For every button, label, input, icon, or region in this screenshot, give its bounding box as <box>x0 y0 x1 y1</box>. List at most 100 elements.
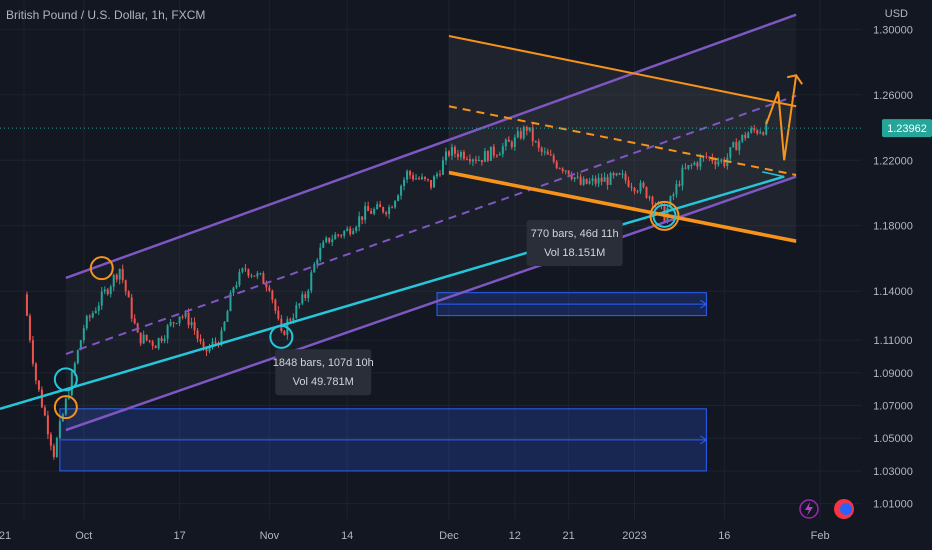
candle-body <box>636 191 639 193</box>
candle-body <box>205 346 208 352</box>
candle-body <box>319 247 322 260</box>
candle-body <box>531 127 534 142</box>
x-tick-label-3: Nov <box>260 530 280 542</box>
candle-body <box>534 141 537 143</box>
time-axis-bg <box>0 520 932 550</box>
candle-body <box>403 179 406 186</box>
range-label-bars-0: 1848 bars, 107d 10h <box>273 357 374 369</box>
candle-body <box>25 294 28 316</box>
candle-body <box>28 315 31 341</box>
candle-body <box>687 165 690 169</box>
y-tick-label-4: 1.14000 <box>873 286 913 298</box>
candle-body <box>720 159 723 162</box>
candle-body <box>244 268 247 270</box>
flag-badge-icon-inner <box>840 503 852 515</box>
candle-body <box>388 207 391 215</box>
candle-body <box>157 338 160 349</box>
candle-body <box>642 182 645 188</box>
candle-body <box>648 196 651 198</box>
y-tick-label-3: 1.18000 <box>873 221 913 233</box>
candle-body <box>34 363 37 381</box>
lightning-icon <box>799 499 819 519</box>
candle-body <box>361 216 364 220</box>
candle-body <box>669 196 672 208</box>
candle-body <box>181 316 184 318</box>
candle-body <box>400 185 403 196</box>
candle-body <box>609 173 612 185</box>
candle-body <box>256 273 259 277</box>
candle-body <box>747 132 750 139</box>
candle-body <box>615 173 618 176</box>
candle-body <box>196 330 199 339</box>
candle-body <box>444 151 447 161</box>
candle-body <box>723 159 726 167</box>
channel-upper <box>65 13 797 280</box>
candle-body <box>112 274 115 287</box>
candle-body <box>732 142 735 148</box>
candle-body <box>729 147 732 158</box>
range-label-vol-0: Vol 49.781M <box>293 376 354 388</box>
candle-body <box>741 134 744 142</box>
highlight-circle-2 <box>53 367 78 392</box>
trend-arrowhead <box>762 171 785 184</box>
candle-body <box>543 151 546 153</box>
candle-body <box>370 211 373 214</box>
highlight-circle-1 <box>53 395 78 420</box>
candle-body <box>259 273 262 275</box>
candle-body <box>546 151 549 155</box>
candle-body <box>109 286 112 295</box>
candle-body <box>471 159 474 162</box>
candle-body <box>382 207 385 213</box>
candle-body <box>340 235 343 237</box>
candle-body <box>708 156 711 158</box>
range-label-vol-1: Vol 18.151M <box>544 247 605 259</box>
symbol-title[interactable]: British Pound / U.S. Dollar, 1h, FXCM <box>6 8 206 22</box>
candle-body <box>247 269 250 276</box>
candle-body <box>621 173 624 175</box>
projection-path <box>765 75 798 161</box>
candle-body <box>250 275 253 277</box>
candle-body <box>349 228 352 235</box>
candle-body <box>594 178 597 184</box>
candle-body <box>325 237 328 243</box>
candle-body <box>486 151 489 161</box>
x-tick-label-4: 14 <box>341 530 353 542</box>
candle-body <box>441 160 444 175</box>
candle-body <box>328 237 331 243</box>
candle-body <box>220 330 223 346</box>
pitchfork-midline <box>448 105 797 176</box>
candle-body <box>438 173 441 175</box>
pitchfork-upper <box>448 34 797 108</box>
x-tick-label-8: 2023 <box>622 530 646 542</box>
candle-body <box>477 159 480 161</box>
candle-body <box>549 154 552 156</box>
candle-body <box>465 158 468 160</box>
candle-body <box>169 322 172 326</box>
candle-body <box>73 363 76 373</box>
candle-body <box>744 134 747 139</box>
candle-body <box>406 171 409 180</box>
candle-body <box>696 162 699 167</box>
candle-body <box>88 316 91 318</box>
candle-body <box>660 201 663 206</box>
candle-body <box>618 173 621 175</box>
candle-body <box>567 170 570 175</box>
y-tick-label-6: 1.09000 <box>873 368 913 380</box>
candle-body <box>612 173 615 176</box>
y-tick-label-9: 1.03000 <box>873 466 913 478</box>
candle-body <box>558 168 561 170</box>
candle-body <box>268 287 271 291</box>
range-label-bars-1: 770 bars, 46d 11h <box>531 228 619 240</box>
candle-body <box>522 126 525 139</box>
candle-body <box>298 303 301 306</box>
candle-body <box>498 154 501 156</box>
candle-body <box>462 151 465 159</box>
candle-body <box>421 176 424 180</box>
candle-body <box>199 338 202 342</box>
candle-body <box>241 268 244 272</box>
candle-body <box>645 187 648 198</box>
candle-body <box>424 176 427 179</box>
candle-body <box>630 186 633 188</box>
